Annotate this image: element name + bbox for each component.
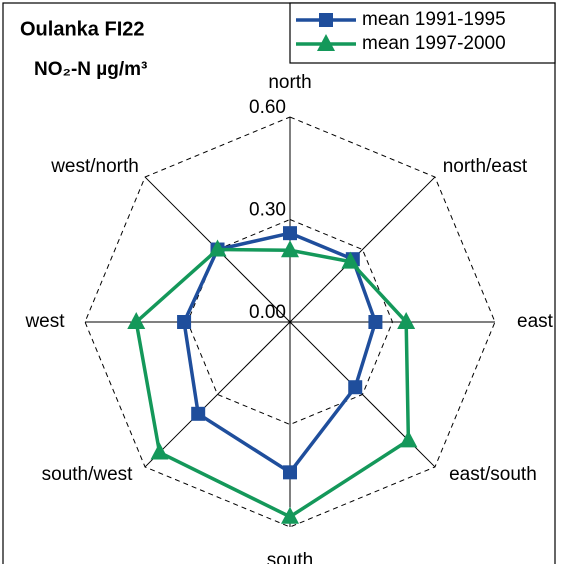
category-label: south — [267, 550, 313, 564]
legend-marker — [319, 13, 333, 27]
legend-label: mean 1997-2000 — [362, 33, 506, 54]
spoke — [289, 176, 436, 323]
frame — [2, 2, 556, 564]
data-point — [341, 251, 360, 269]
data-point — [177, 315, 192, 329]
category-label: west — [24, 311, 65, 332]
data-point — [208, 239, 227, 257]
category-label: north — [268, 72, 311, 93]
data-point — [191, 406, 206, 421]
chart-subtitle: NO₂-N µg/m³ — [34, 59, 147, 80]
spoke — [144, 321, 291, 468]
series-line — [134, 247, 411, 519]
data-point — [397, 312, 416, 329]
data-point — [399, 430, 418, 448]
category-label: north/east — [443, 156, 528, 177]
chart-title: Oulanka FI22 — [20, 18, 145, 40]
category-label: west/north — [50, 156, 139, 177]
data-point — [283, 465, 297, 480]
tick-label: 0.60 — [249, 97, 286, 118]
tick-label: 0.00 — [249, 302, 286, 323]
data-point — [348, 380, 363, 395]
category-label: east/south — [449, 464, 537, 485]
data-point — [368, 315, 383, 329]
grid-ring — [84, 116, 496, 528]
legend-box — [289, 2, 556, 64]
data-point — [283, 226, 297, 241]
tick-label: 0.30 — [249, 200, 286, 221]
category-label: south/west — [42, 464, 134, 485]
legend-label: mean 1991-1995 — [362, 9, 506, 30]
data-point — [150, 442, 169, 460]
category-label: east — [517, 311, 554, 332]
series-line — [182, 231, 378, 475]
legend-marker — [317, 34, 335, 51]
data-point — [281, 240, 299, 258]
data-point — [281, 506, 299, 524]
data-point — [127, 312, 146, 329]
